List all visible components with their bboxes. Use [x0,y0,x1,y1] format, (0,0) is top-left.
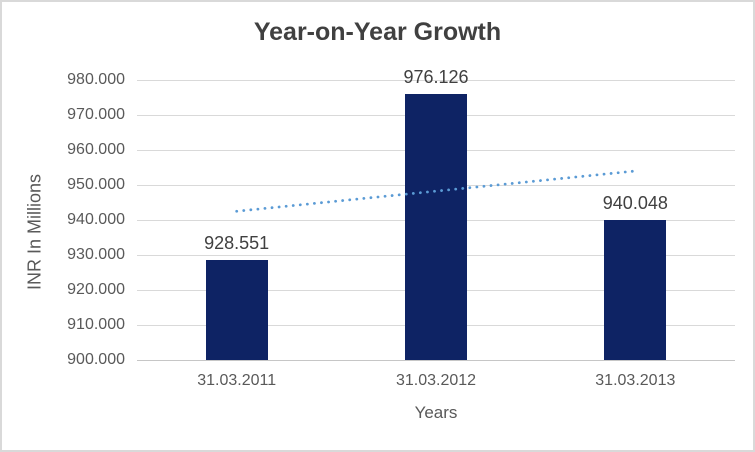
y-tick-label: 980.000 [67,71,125,88]
y-tick-label: 960.000 [67,141,125,158]
bar [405,93,467,360]
bar-value-label: 976.126 [403,66,469,87]
y-tick-label: 900.000 [67,351,125,368]
y-tick-label: 940.000 [67,211,125,228]
y-tick-label: 920.000 [67,281,125,298]
chart-title: Year-on-Year Growth [253,18,502,46]
x-category-label: 31.03.2011 [197,372,277,389]
y-tick-label: 950.000 [67,176,125,193]
y-tick-label: 910.000 [67,316,125,333]
x-axis-title: Years [414,403,458,422]
bar-value-label: 928.551 [204,233,270,254]
y-tick-label: 930.000 [67,246,125,263]
gridline [137,80,735,81]
y-tick-label: 970.000 [67,106,125,123]
x-axis-line [137,360,735,361]
bar-value-label: 940.048 [602,192,668,213]
x-category-label: 31.03.2013 [595,372,676,389]
bar [604,219,667,360]
x-category-label: 31.03.2012 [395,372,477,389]
bar [205,260,268,360]
